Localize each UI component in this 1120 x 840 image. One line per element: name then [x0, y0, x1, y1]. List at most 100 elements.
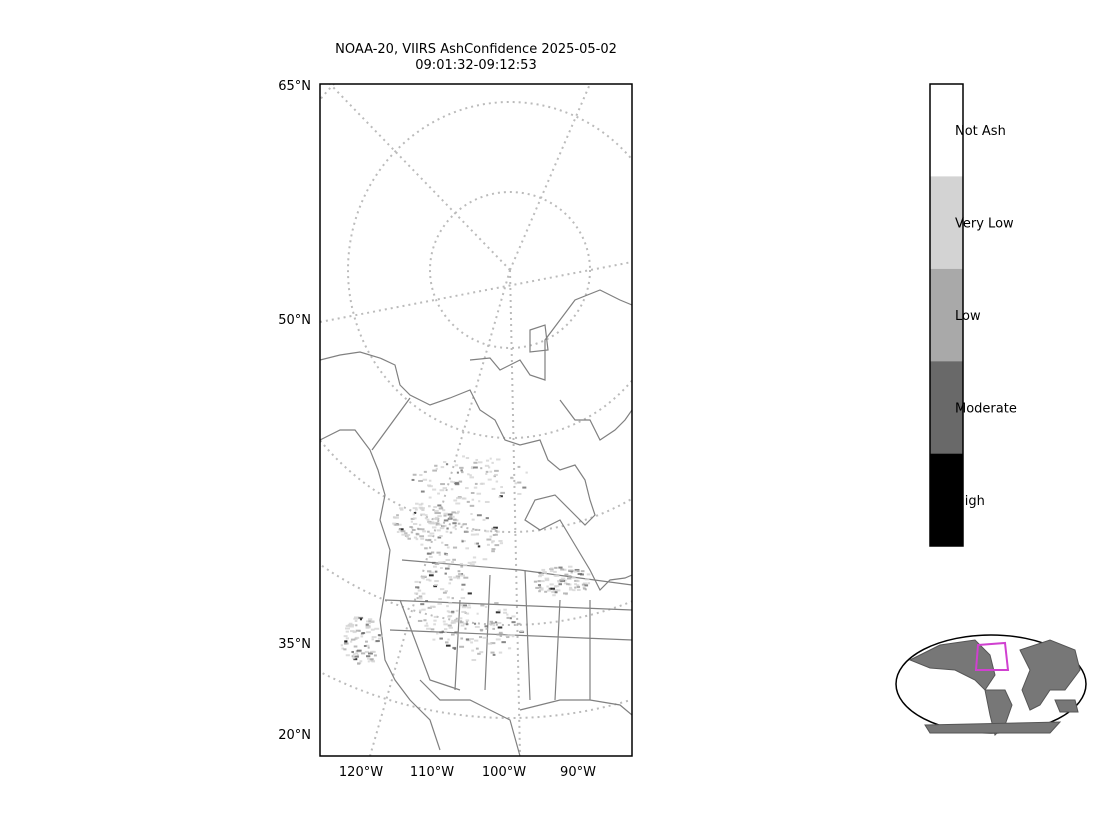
ash-pixel: [412, 473, 417, 476]
ash-pixel: [490, 651, 495, 654]
ash-pixel: [487, 478, 492, 481]
ash-pixel: [448, 517, 451, 520]
ash-pixel: [415, 538, 419, 541]
ash-pixel: [359, 660, 363, 663]
ash-pixel: [466, 612, 470, 615]
ash-pixel: [406, 535, 409, 538]
ash-pixel: [411, 478, 415, 481]
ash-pixel: [371, 638, 374, 641]
ash-pixel: [568, 583, 572, 586]
ash-pixel: [469, 476, 475, 479]
ash-pixel: [366, 624, 370, 627]
ash-pixel: [457, 573, 462, 576]
ash-pixel: [460, 637, 464, 640]
ash-pixel: [407, 537, 411, 540]
ash-pixel: [490, 642, 496, 645]
ash-pixel: [461, 524, 464, 527]
ash-pixel: [422, 478, 428, 481]
map-frame: [319, 83, 633, 757]
ash-pixel: [558, 583, 563, 586]
ash-pixel: [443, 514, 447, 517]
ash-pixel: [494, 529, 498, 532]
ash-pixel: [460, 565, 464, 568]
ash-pixel: [427, 530, 430, 533]
ash-pixel: [440, 483, 445, 486]
ash-pixel: [355, 652, 359, 655]
ash-pixel: [418, 479, 423, 482]
title-line: NOAA-20, VIIRS AshConfidence 2025-05-02: [335, 42, 617, 57]
ash-pixel: [576, 570, 580, 573]
ash-pixel: [474, 528, 478, 531]
ash-pixel: [507, 647, 512, 650]
colorbar-label: High: [955, 494, 985, 509]
ash-pixel: [434, 509, 439, 512]
ash-pixel: [370, 658, 373, 661]
colorbar-label: Moderate: [955, 401, 1017, 416]
ash-pixel: [433, 583, 439, 586]
ash-pixel: [356, 654, 359, 657]
ash-pixel: [426, 518, 430, 521]
ash-pixel: [396, 514, 399, 517]
ash-pixel: [497, 609, 501, 612]
ash-pixel: [410, 517, 415, 520]
ash-pixel: [436, 523, 442, 526]
ash-pixel: [444, 544, 449, 547]
ash-pixel: [446, 596, 450, 599]
ash-pixel: [485, 472, 488, 475]
ash-pixel: [460, 574, 465, 577]
ash-pixel: [546, 585, 549, 588]
ash-pixel: [486, 538, 492, 541]
ash-pixel: [584, 578, 590, 581]
ash-pixel: [442, 509, 446, 512]
ash-pixel: [460, 604, 464, 607]
ash-pixel: [424, 547, 428, 550]
ash-pixel: [462, 523, 467, 526]
ash-pixel: [420, 490, 425, 493]
ash-pixel: [425, 600, 429, 603]
ash-pixel: [517, 481, 522, 484]
ash-pixel: [365, 623, 369, 626]
ash-pixel: [433, 615, 438, 618]
ash-pixel: [474, 639, 479, 642]
ash-pixel: [462, 622, 468, 625]
ash-pixel: [405, 534, 411, 537]
ash-pixel: [485, 627, 488, 630]
ash-pixel: [438, 598, 442, 601]
ash-pixel: [454, 631, 458, 634]
ash-pixel: [478, 461, 483, 464]
ash-pixel: [474, 542, 477, 545]
ash-pixel: [478, 636, 483, 639]
ash-pixel: [495, 480, 499, 483]
ash-pixel: [351, 655, 354, 658]
ash-pixel: [490, 622, 495, 625]
ash-pixel: [345, 654, 350, 657]
ash-pixel: [568, 588, 573, 591]
ash-pixel: [506, 613, 509, 616]
ash-pixel: [396, 530, 400, 533]
ash-pixel: [451, 612, 455, 615]
ash-pixel: [566, 583, 570, 586]
ash-pixel: [501, 641, 506, 644]
ash-pixel: [525, 471, 528, 474]
ash-pixel: [458, 480, 463, 483]
ash-pixel: [467, 592, 472, 595]
ash-pixel: [419, 535, 425, 538]
ash-pixel: [364, 650, 369, 653]
ash-pixel: [364, 640, 368, 643]
ash-pixel: [582, 586, 585, 589]
ash-pixel: [437, 536, 442, 539]
ash-pixel: [459, 466, 464, 469]
ash-pixel: [486, 543, 490, 546]
ash-pixel: [428, 522, 433, 525]
ash-pixel: [452, 546, 458, 549]
ash-pixel: [449, 578, 453, 581]
ash-pixel: [420, 513, 426, 516]
ash-pixel: [494, 602, 499, 605]
ash-pixel: [359, 618, 363, 621]
ash-pixel: [432, 605, 436, 608]
ash-pixel: [560, 568, 565, 571]
ash-pixel: [557, 580, 563, 583]
ash-pixel: [428, 479, 432, 482]
lat-label: 50°N: [278, 313, 311, 328]
ash-pixel: [443, 512, 448, 515]
